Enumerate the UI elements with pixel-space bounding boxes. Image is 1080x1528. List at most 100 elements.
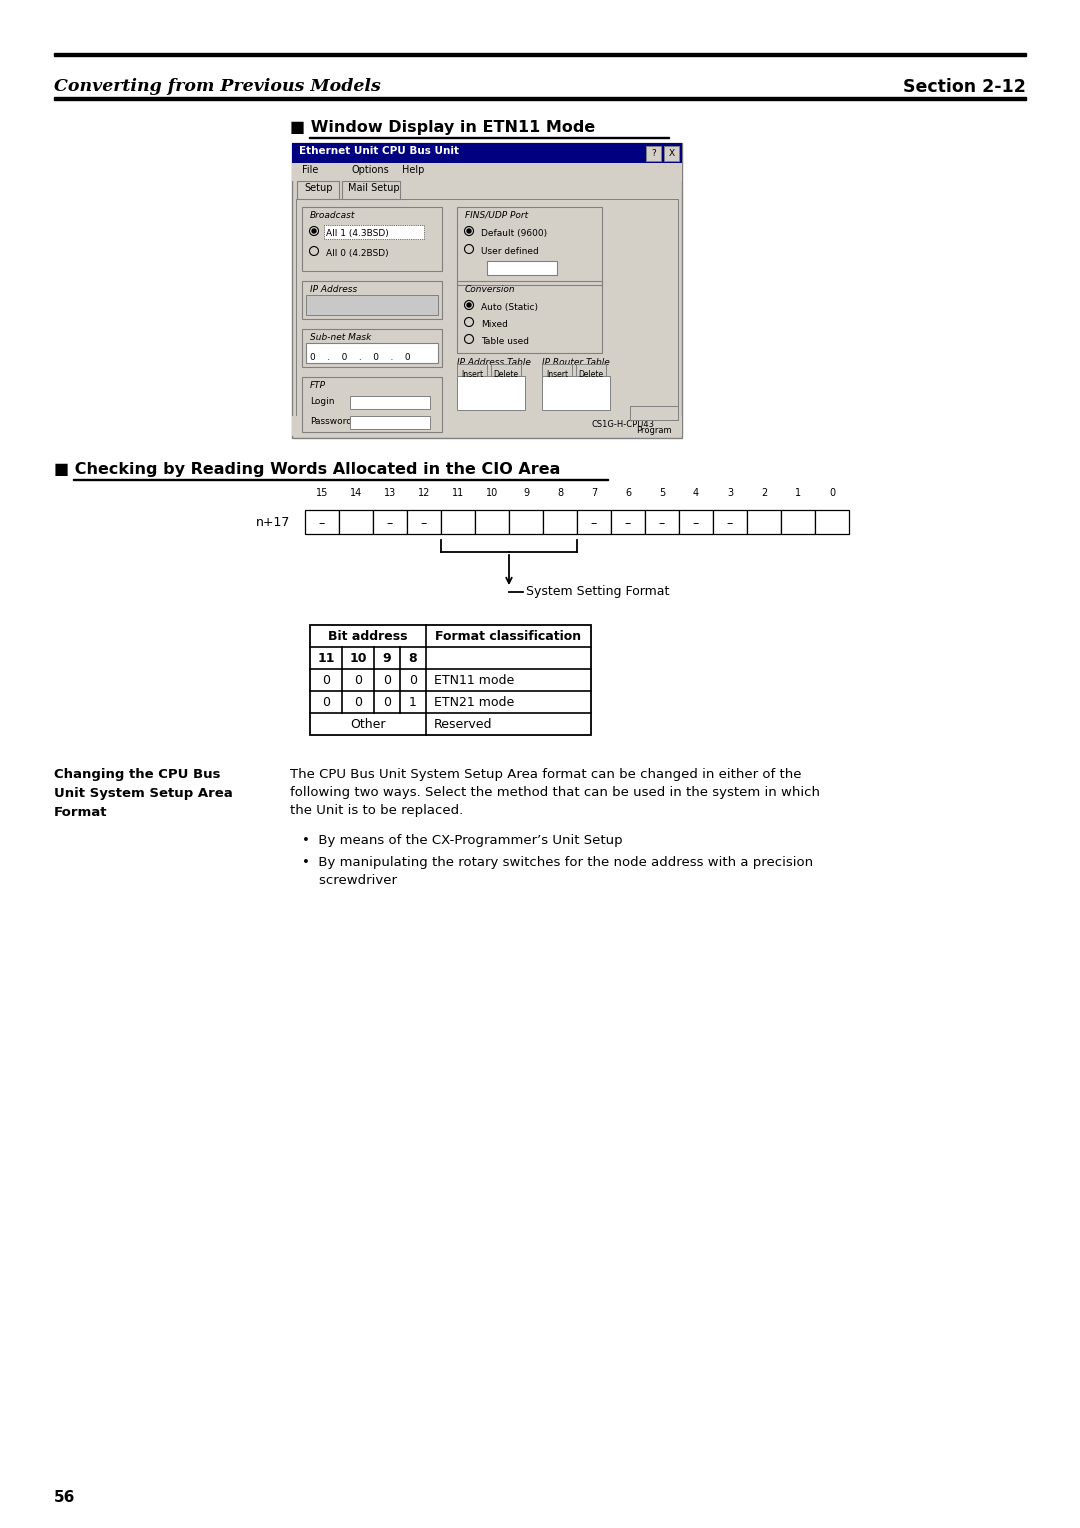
Text: 0: 0 (322, 674, 330, 686)
Text: IP Address Table: IP Address Table (457, 358, 531, 367)
Text: ETN21 mode: ETN21 mode (434, 695, 514, 709)
Text: Options: Options (352, 165, 390, 176)
Text: 11: 11 (451, 487, 464, 498)
Text: 9: 9 (523, 487, 529, 498)
Bar (457, 206, 602, 286)
Text: 1: 1 (795, 487, 801, 498)
Text: •  By means of the CX-Programmer’s Unit Setup: • By means of the CX-Programmer’s Unit S… (302, 834, 623, 847)
Text: the Unit is to be replaced.: the Unit is to be replaced. (291, 804, 463, 817)
Bar (350, 416, 430, 429)
Text: FINS/UDP Port: FINS/UDP Port (465, 211, 528, 220)
Text: 9: 9 (382, 651, 391, 665)
Bar (305, 510, 339, 533)
Bar (54, 52, 1026, 57)
Text: Section 2-12: Section 2-12 (903, 78, 1026, 96)
Text: All 1 (4.3BSD): All 1 (4.3BSD) (326, 229, 389, 238)
Text: ■ Window Display in ETN11 Mode: ■ Window Display in ETN11 Mode (291, 121, 595, 134)
Text: 12: 12 (418, 487, 430, 498)
Bar (306, 295, 438, 315)
Text: 0: 0 (383, 695, 391, 709)
Bar (645, 510, 679, 533)
Text: 0: 0 (829, 487, 835, 498)
Text: n+17: n+17 (256, 515, 291, 529)
Bar (457, 364, 487, 376)
Text: 8: 8 (408, 651, 417, 665)
Text: Converting from Previous Models: Converting from Previous Models (54, 78, 381, 95)
Bar (302, 206, 442, 270)
Text: –: – (727, 518, 733, 530)
Bar (342, 180, 400, 199)
Bar (297, 180, 339, 199)
Text: Conversion: Conversion (465, 286, 515, 293)
Bar (542, 376, 610, 410)
Text: Help: Help (402, 165, 424, 176)
Bar (630, 406, 678, 420)
Circle shape (467, 229, 471, 232)
Text: 14: 14 (350, 487, 362, 498)
Bar (542, 364, 572, 376)
Text: Broadcast: Broadcast (310, 211, 355, 220)
Text: Other: Other (350, 718, 386, 730)
Text: –: – (659, 518, 665, 530)
Text: CS1G-H-CPU43: CS1G-H-CPU43 (592, 420, 654, 429)
Bar (441, 510, 475, 533)
Text: 0: 0 (354, 674, 362, 686)
Text: 1: 1 (409, 695, 417, 709)
Text: Default (9600): Default (9600) (481, 229, 548, 238)
Bar (747, 510, 781, 533)
Bar (292, 416, 681, 435)
Bar (292, 416, 681, 419)
Text: X: X (669, 150, 675, 159)
Text: Format classification: Format classification (435, 630, 581, 642)
Text: following two ways. Select the method that can be used in the system in which: following two ways. Select the method th… (291, 785, 820, 799)
Bar (302, 377, 442, 432)
Text: Sub-net Mask: Sub-net Mask (310, 333, 372, 342)
Text: Ethernet Unit CPU Bus Unit: Ethernet Unit CPU Bus Unit (299, 147, 459, 156)
Text: Auto (Static): Auto (Static) (481, 303, 538, 312)
Text: ETN11 mode: ETN11 mode (434, 674, 514, 686)
Text: ■ Checking by Reading Words Allocated in the CIO Area: ■ Checking by Reading Words Allocated in… (54, 461, 561, 477)
Text: 0: 0 (354, 695, 362, 709)
Text: Insert: Insert (545, 370, 568, 379)
Text: 13: 13 (383, 487, 396, 498)
Bar (815, 510, 849, 533)
Bar (576, 364, 606, 376)
Text: 8: 8 (557, 487, 563, 498)
Bar (475, 510, 509, 533)
Text: Changing the CPU Bus
Unit System Setup Area
Format: Changing the CPU Bus Unit System Setup A… (54, 769, 233, 819)
Text: –: – (421, 518, 427, 530)
Bar (302, 329, 442, 367)
Text: 3: 3 (727, 487, 733, 498)
Text: FTP: FTP (310, 380, 326, 390)
Text: 0    .    0    .    0    .    0: 0 . 0 . 0 . 0 (310, 353, 410, 362)
Text: Reserved: Reserved (434, 718, 492, 730)
Text: Insert: Insert (461, 370, 483, 379)
Text: Delete: Delete (579, 370, 604, 379)
Text: The CPU Bus Unit System Setup Area format can be changed in either of the: The CPU Bus Unit System Setup Area forma… (291, 769, 801, 781)
Bar (350, 396, 430, 410)
Bar (487, 261, 557, 275)
Text: Mail Setup: Mail Setup (348, 183, 400, 193)
Text: Mixed: Mixed (481, 319, 508, 329)
Bar (292, 144, 681, 163)
Bar (306, 342, 438, 364)
Circle shape (312, 229, 316, 232)
Text: •  By manipulating the rotary switches for the node address with a precision: • By manipulating the rotary switches fo… (302, 856, 813, 869)
Bar (457, 281, 602, 353)
Text: –: – (387, 518, 393, 530)
Bar (781, 510, 815, 533)
Bar (324, 225, 424, 238)
Text: 11: 11 (318, 651, 335, 665)
Text: All 0 (4.2BSD): All 0 (4.2BSD) (326, 249, 389, 258)
Text: screwdriver: screwdriver (302, 874, 397, 886)
Text: 15: 15 (315, 487, 328, 498)
Text: 10: 10 (486, 487, 498, 498)
Text: –: – (625, 518, 631, 530)
Text: Table used: Table used (481, 338, 529, 345)
Bar (373, 510, 407, 533)
Text: –: – (591, 518, 597, 530)
Text: Delete: Delete (494, 370, 518, 379)
Bar (292, 163, 681, 180)
Bar (646, 147, 661, 160)
Text: 5: 5 (659, 487, 665, 498)
